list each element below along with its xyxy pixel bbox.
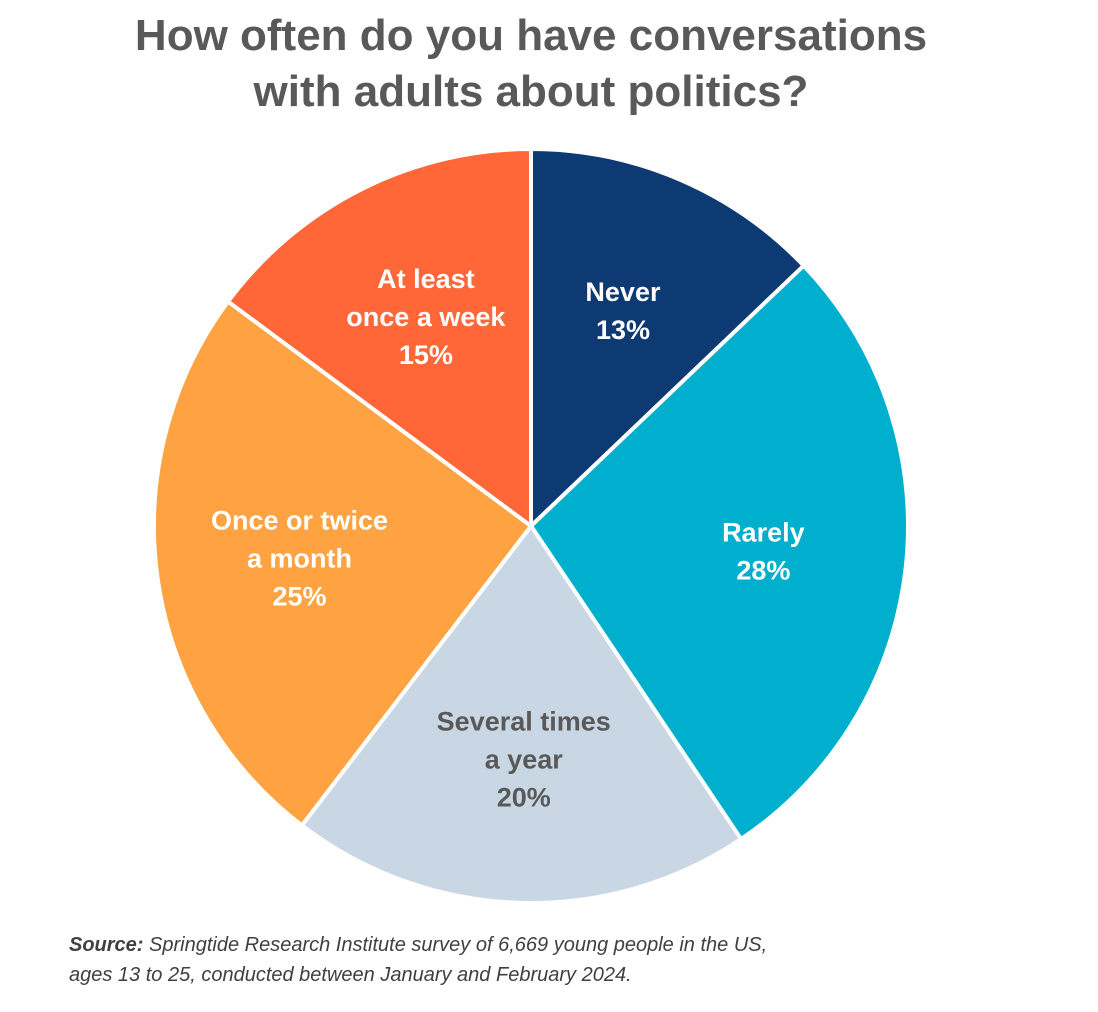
slice-value-at-least-once-a-week: 15% bbox=[399, 340, 453, 370]
slice-label-never: Never 13% bbox=[585, 277, 661, 345]
slice-category-at-least-once-a-week: once a week bbox=[346, 302, 506, 332]
slice-category-once-or-twice-a-month: a month bbox=[247, 544, 352, 574]
slice-category-several-times-a-year: a year bbox=[485, 745, 564, 775]
source-line-1: Source: Springtide Research Institute su… bbox=[69, 930, 1049, 960]
pie-slice-never bbox=[529, 147, 806, 528]
source-line-2: ages 13 to 25, conducted between January… bbox=[69, 964, 632, 986]
pie-slice-several-times-a-year bbox=[299, 524, 744, 905]
slice-label-rarely: Rarely 28% bbox=[722, 517, 805, 585]
slice-value-several-times-a-year: 20% bbox=[497, 783, 551, 813]
slice-label-at-least-once-a-week: At least once a week 15% bbox=[346, 264, 506, 370]
source-note: Source: Springtide Research Institute su… bbox=[69, 930, 1049, 990]
slice-category-rarely: Rarely bbox=[722, 517, 805, 547]
chart-title-line-2: with adults about politics? bbox=[253, 67, 809, 116]
source-text-1: Springtide Research Institute survey of … bbox=[143, 934, 768, 956]
chart-title-line-1: How often do you have conversations bbox=[134, 11, 928, 60]
slice-value-never: 13% bbox=[596, 315, 650, 345]
slice-category-never: Never bbox=[585, 277, 661, 307]
slice-category-once-or-twice-a-month: Once or twice bbox=[211, 506, 388, 536]
pie-slice-rarely bbox=[529, 263, 910, 842]
slice-value-once-or-twice-a-month: 25% bbox=[273, 582, 327, 612]
pie-slice-once-or-twice-a-month bbox=[152, 299, 533, 828]
slice-label-several-times-a-year: Several times a year 20% bbox=[437, 707, 611, 813]
slice-category-at-least-once-a-week: At least bbox=[377, 264, 475, 294]
pie-slice-at-least-once-a-week bbox=[226, 147, 533, 528]
slice-category-several-times-a-year: Several times bbox=[437, 707, 611, 737]
chart-title: How often do you have conversations with… bbox=[0, 8, 1062, 120]
slice-value-rarely: 28% bbox=[736, 555, 790, 585]
slice-label-once-or-twice-a-month: Once or twice a month 25% bbox=[211, 506, 388, 612]
source-label: Source: bbox=[69, 934, 144, 956]
